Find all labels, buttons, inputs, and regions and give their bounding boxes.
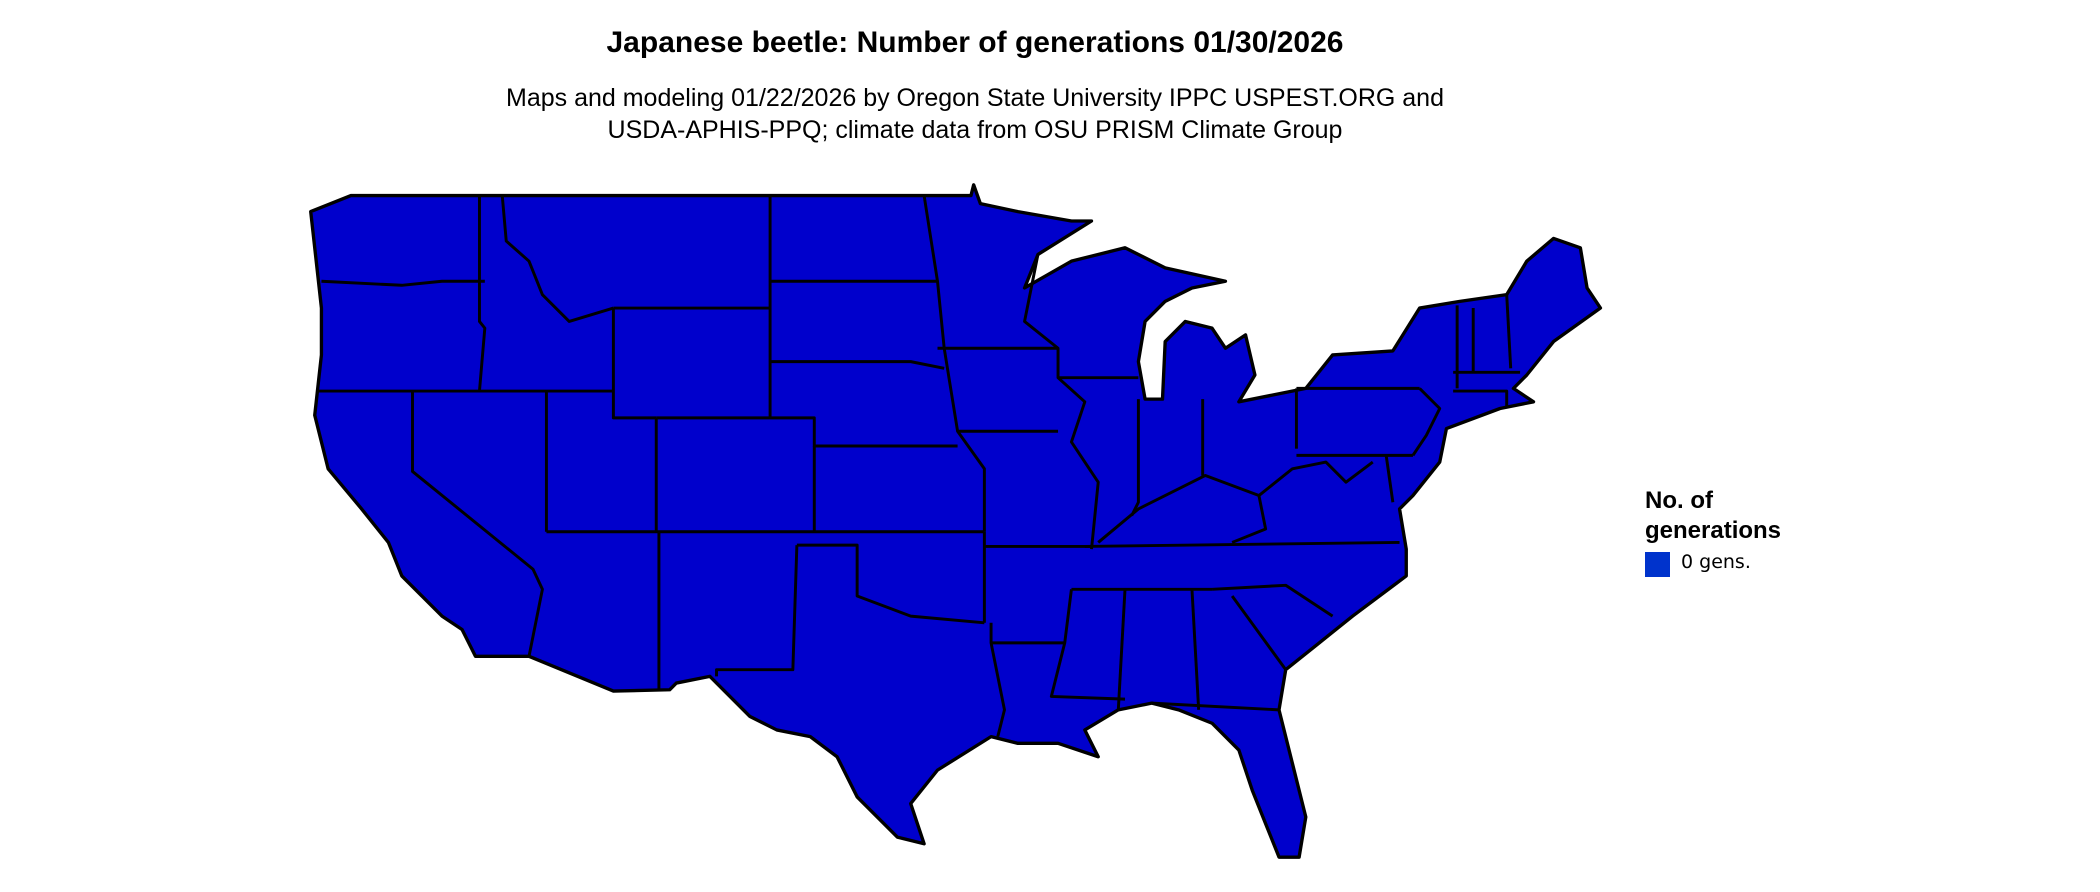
border-ky <box>1097 473 1268 544</box>
state-borders <box>318 195 1521 737</box>
border-id-west <box>477 195 487 392</box>
legend-title: No. of generations <box>1645 487 1782 544</box>
conus-land <box>309 183 1603 859</box>
border-id-mt <box>500 195 614 323</box>
border-al-ga <box>1190 589 1201 710</box>
border-wv-va <box>1258 460 1374 497</box>
border-nc-sc-ga <box>1211 583 1334 618</box>
border-sd-ne <box>770 360 945 370</box>
border-tn-north <box>1084 540 1400 548</box>
border-ms-al <box>1116 589 1127 710</box>
border-wa-or <box>321 279 485 287</box>
border-ok-tx <box>796 543 985 625</box>
legend-swatch-0-gens <box>1645 552 1670 577</box>
border-co-ne <box>656 416 958 448</box>
legend-label-0-gens: 0 gens. <box>1681 551 1751 573</box>
border-nm-tx <box>715 545 799 677</box>
border-ga-fl <box>1151 701 1280 712</box>
border-ms-west <box>1049 589 1126 701</box>
border-ca-nv <box>411 391 544 657</box>
border-sc-ga <box>1230 595 1287 671</box>
map-title: Japanese beetle: Number of generations 0… <box>606 26 1344 59</box>
border-mn-west <box>922 195 946 349</box>
map-subtitle-line-1: Maps and modeling 01/22/2026 by Oregon S… <box>506 84 1444 112</box>
border-pa-east <box>1411 387 1442 457</box>
border-wy-west <box>611 308 657 420</box>
border-mn-wi <box>1023 254 1100 550</box>
border-nh-me <box>1505 294 1513 369</box>
border-md-de <box>1384 455 1395 503</box>
map-subtitle-line-2: USDA-APHIS-PPQ; climate data from OSU PR… <box>607 116 1343 144</box>
border-ct-ri <box>1453 389 1509 409</box>
border-ne-ia-mo <box>942 347 986 532</box>
border-tx-la <box>989 622 1006 737</box>
